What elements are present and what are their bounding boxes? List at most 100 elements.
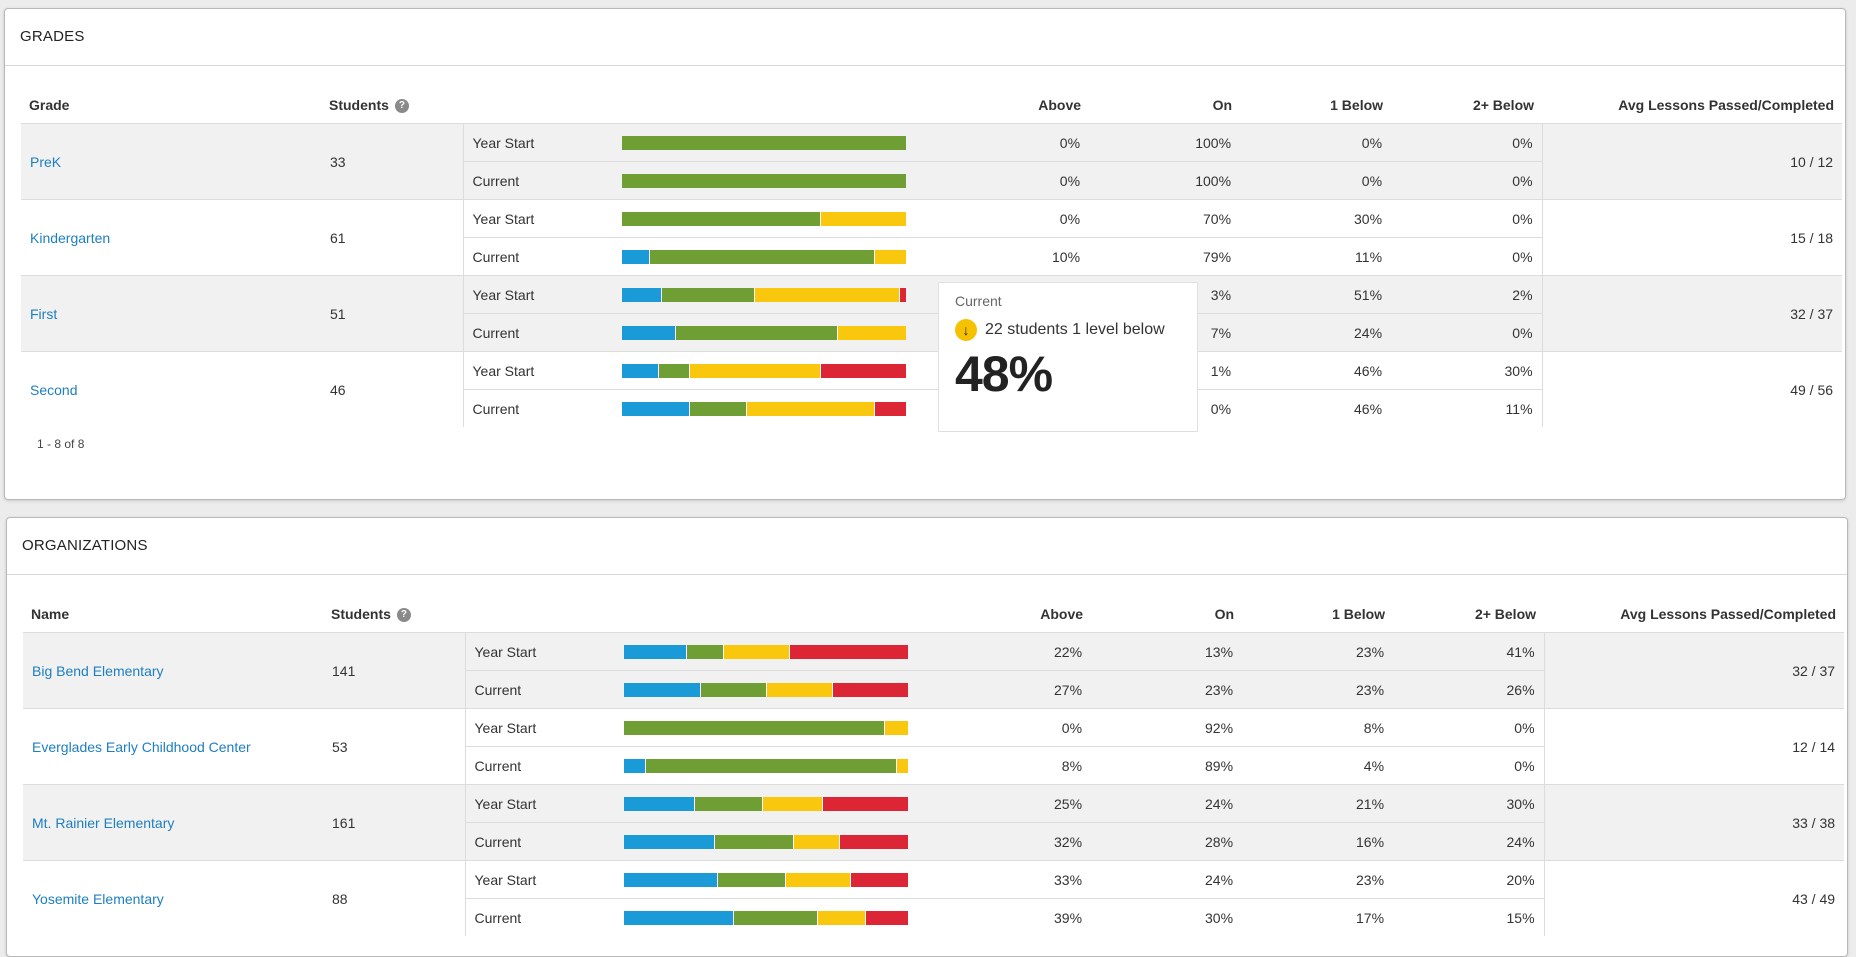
- bar-segment-below2[interactable]: [839, 834, 908, 849]
- col-grade-header[interactable]: Grade: [21, 87, 321, 124]
- bar-segment-below1[interactable]: [818, 910, 866, 925]
- col-name-header[interactable]: Name: [23, 596, 323, 633]
- distribution-bar[interactable]: [624, 796, 908, 811]
- distribution-bar[interactable]: [622, 325, 906, 340]
- bar-segment-above[interactable]: [624, 872, 718, 887]
- pct-below2: 11%: [1391, 389, 1543, 427]
- distribution-bar[interactable]: [622, 173, 906, 188]
- bar-segment-on[interactable]: [661, 287, 756, 302]
- row-name-link[interactable]: Second: [30, 381, 78, 398]
- distribution-bar[interactable]: [622, 211, 906, 226]
- bar-segment-below1[interactable]: [896, 758, 908, 773]
- distribution-bar[interactable]: [624, 720, 908, 735]
- bar-segment-below1[interactable]: [785, 872, 852, 887]
- col-avg-header[interactable]: Avg Lessons Passed/Completed: [1542, 87, 1843, 124]
- row-name-link[interactable]: Everglades Early Childhood Center: [32, 738, 251, 755]
- row-name-link[interactable]: Yosemite Elementary: [32, 890, 164, 907]
- bar-segment-above[interactable]: [622, 325, 676, 340]
- distribution-bar[interactable]: [624, 834, 908, 849]
- help-icon[interactable]: ?: [394, 99, 409, 114]
- bar-segment-on[interactable]: [622, 211, 821, 226]
- bar-segment-below1[interactable]: [885, 720, 908, 735]
- pct-above: 33%: [925, 860, 1092, 899]
- row-name-cell: First: [21, 275, 321, 352]
- bar-segment-below1[interactable]: [874, 249, 906, 264]
- bar-segment-on[interactable]: [733, 910, 818, 925]
- distribution-bar-cell: [615, 746, 926, 785]
- bar-segment-below1[interactable]: [763, 796, 823, 811]
- distribution-bar[interactable]: [622, 363, 906, 378]
- distribution-bar[interactable]: [622, 287, 906, 302]
- bar-segment-above[interactable]: [624, 644, 688, 659]
- col-avg-header[interactable]: Avg Lessons Passed/Completed: [1544, 596, 1845, 633]
- bar-segment-on[interactable]: [690, 401, 747, 416]
- bar-segment-below2[interactable]: [865, 910, 908, 925]
- bar-segment-above[interactable]: [624, 910, 734, 925]
- bar-segment-on[interactable]: [658, 363, 691, 378]
- col-on-header[interactable]: On: [1091, 596, 1243, 633]
- distribution-bar[interactable]: [624, 682, 908, 697]
- bar-segment-above[interactable]: [624, 796, 695, 811]
- row-name-link[interactable]: PreK: [30, 153, 62, 170]
- bar-segment-below1[interactable]: [724, 644, 791, 659]
- bar-segment-below2[interactable]: [833, 682, 908, 697]
- bar-segment-above[interactable]: [624, 834, 715, 849]
- bar-segment-on[interactable]: [717, 872, 786, 887]
- distribution-bar[interactable]: [624, 910, 908, 925]
- table-row: PreK 33 Year Start 0% 100% 0% 0% 10 / 12: [21, 123, 1843, 200]
- col-2below-header[interactable]: 2+ Below: [1393, 596, 1545, 633]
- bar-segment-below1[interactable]: [794, 834, 840, 849]
- bar-segment-below2[interactable]: [822, 796, 908, 811]
- bar-segment-above[interactable]: [622, 401, 691, 416]
- bar-segment-below1[interactable]: [755, 287, 901, 302]
- distribution-bar[interactable]: [624, 644, 908, 659]
- col-on-header[interactable]: On: [1089, 87, 1241, 124]
- distribution-bar[interactable]: [622, 401, 906, 416]
- bar-segment-below2[interactable]: [790, 644, 908, 659]
- bar-segment-on[interactable]: [624, 720, 886, 735]
- bar-segment-below1[interactable]: [837, 325, 906, 340]
- bar-segment-below1[interactable]: [820, 211, 906, 226]
- bar-segment-below2[interactable]: [851, 872, 908, 887]
- help-icon[interactable]: ?: [396, 608, 411, 623]
- bar-segment-below1[interactable]: [767, 682, 834, 697]
- table-row: Everglades Early Childhood Center 53 Year …: [23, 708, 1845, 785]
- row-name-link[interactable]: First: [30, 305, 58, 322]
- bar-segment-below2[interactable]: [820, 363, 906, 378]
- bar-segment-on[interactable]: [622, 173, 906, 188]
- pct-below1: 4%: [1242, 746, 1394, 785]
- row-name-link[interactable]: Big Bend Elementary: [32, 662, 164, 679]
- distribution-bar[interactable]: [622, 249, 906, 264]
- bar-segment-on[interactable]: [695, 796, 764, 811]
- col-2below-header[interactable]: 2+ Below: [1391, 87, 1543, 124]
- bar-segment-on[interactable]: [622, 135, 906, 150]
- bar-segment-above[interactable]: [622, 287, 662, 302]
- bar-segment-above[interactable]: [624, 682, 702, 697]
- avg-lessons: 33 / 38: [1543, 784, 1845, 861]
- bar-segment-below1[interactable]: [746, 401, 875, 416]
- col-students-header[interactable]: Students?: [321, 87, 924, 124]
- bar-segment-below1[interactable]: [690, 363, 821, 378]
- bar-segment-on[interactable]: [687, 644, 725, 659]
- distribution-bar[interactable]: [624, 758, 908, 773]
- bar-segment-on[interactable]: [646, 758, 897, 773]
- period-label: Year Start: [462, 199, 613, 238]
- col-above-header[interactable]: Above: [925, 596, 1092, 633]
- bar-segment-above[interactable]: [622, 363, 659, 378]
- bar-segment-below2[interactable]: [874, 401, 906, 416]
- distribution-bar[interactable]: [622, 135, 906, 150]
- col-1below-header[interactable]: 1 Below: [1240, 87, 1392, 124]
- bar-segment-on[interactable]: [714, 834, 795, 849]
- bar-segment-on[interactable]: [650, 249, 875, 264]
- col-1below-header[interactable]: 1 Below: [1242, 596, 1394, 633]
- bar-segment-below2[interactable]: [900, 287, 906, 302]
- row-name-link[interactable]: Kindergarten: [30, 229, 111, 246]
- col-students-header[interactable]: Students?: [323, 596, 926, 633]
- bar-segment-above[interactable]: [622, 249, 651, 264]
- bar-segment-on[interactable]: [675, 325, 838, 340]
- bar-segment-on[interactable]: [701, 682, 768, 697]
- row-name-link[interactable]: Mt. Rainier Elementary: [32, 814, 175, 831]
- col-above-header[interactable]: Above: [923, 87, 1090, 124]
- bar-segment-above[interactable]: [624, 758, 647, 773]
- distribution-bar[interactable]: [624, 872, 908, 887]
